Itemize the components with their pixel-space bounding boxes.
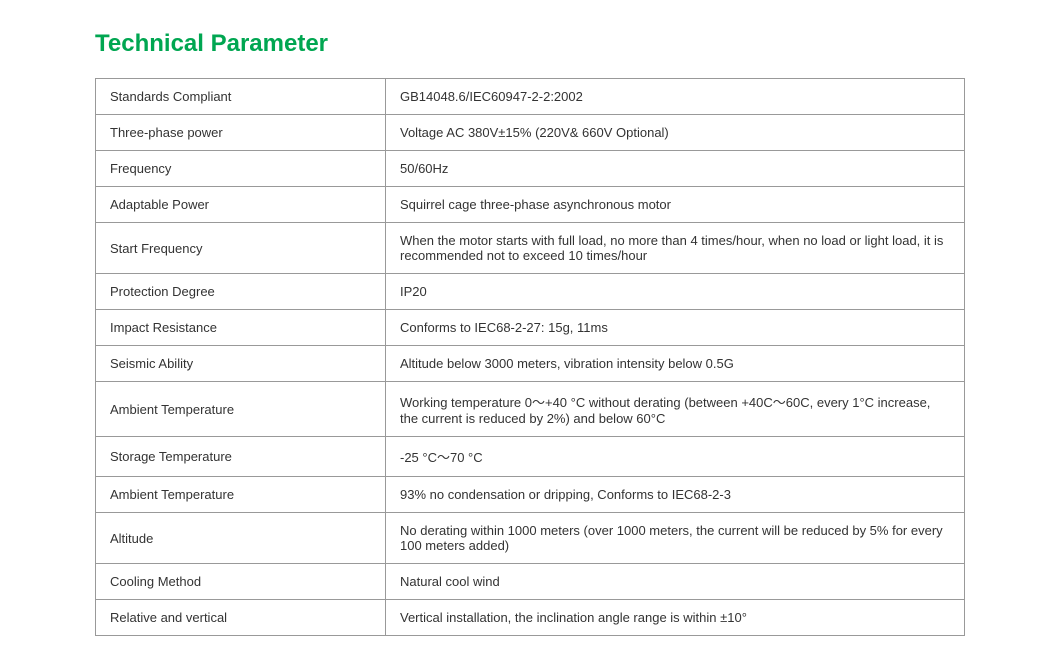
table-cell-value: When the motor starts with full load, no…	[386, 223, 965, 274]
table-cell-label: Altitude	[96, 513, 386, 564]
table-cell-value: Conforms to IEC68-2-27: 15g, 11ms	[386, 310, 965, 346]
table-cell-label: Cooling Method	[96, 564, 386, 600]
table-cell-label: Ambient Temperature	[96, 382, 386, 437]
table-row: AltitudeNo derating within 1000 meters (…	[96, 513, 965, 564]
table-row: Start FrequencyWhen the motor starts wit…	[96, 223, 965, 274]
table-cell-value: Natural cool wind	[386, 564, 965, 600]
table-row: Adaptable PowerSquirrel cage three-phase…	[96, 187, 965, 223]
table-cell-label: Standards Compliant	[96, 79, 386, 115]
table-cell-label: Ambient Temperature	[96, 477, 386, 513]
table-cell-value: Vertical installation, the inclination a…	[386, 600, 965, 636]
page-title: Technical Parameter	[95, 30, 965, 58]
table-cell-value: 50/60Hz	[386, 151, 965, 187]
table-cell-label: Start Frequency	[96, 223, 386, 274]
table-cell-value: Voltage AC 380V±15% (220V& 660V Optional…	[386, 115, 965, 151]
table-cell-value: 93% no condensation or dripping, Conform…	[386, 477, 965, 513]
table-cell-label: Protection Degree	[96, 274, 386, 310]
table-row: Seismic AbilityAltitude below 3000 meter…	[96, 346, 965, 382]
table-cell-value: IP20	[386, 274, 965, 310]
table-row: Relative and verticalVertical installati…	[96, 600, 965, 636]
table-cell-value: Altitude below 3000 meters, vibration in…	[386, 346, 965, 382]
table-row: Cooling MethodNatural cool wind	[96, 564, 965, 600]
table-cell-label: Seismic Ability	[96, 346, 386, 382]
table-row: Impact ResistanceConforms to IEC68-2-27:…	[96, 310, 965, 346]
table-row: Frequency50/60Hz	[96, 151, 965, 187]
table-row: Standards CompliantGB14048.6/IEC60947-2-…	[96, 79, 965, 115]
table-cell-label: Three-phase power	[96, 115, 386, 151]
table-cell-label: Impact Resistance	[96, 310, 386, 346]
table-cell-value: No derating within 1000 meters (over 100…	[386, 513, 965, 564]
table-cell-label: Storage Temperature	[96, 437, 386, 477]
table-row: Storage Temperature-25 °C～70 °C	[96, 437, 965, 477]
table-row: Ambient Temperature93% no condensation o…	[96, 477, 965, 513]
table-cell-value: GB14048.6/IEC60947-2-2:2002	[386, 79, 965, 115]
table-cell-label: Adaptable Power	[96, 187, 386, 223]
table-cell-label: Relative and vertical	[96, 600, 386, 636]
table-row: Ambient TemperatureWorking temperature 0…	[96, 382, 965, 437]
table-cell-value: -25 °C～70 °C	[386, 437, 965, 477]
table-cell-label: Frequency	[96, 151, 386, 187]
parameter-table: Standards CompliantGB14048.6/IEC60947-2-…	[95, 78, 965, 636]
table-cell-value: Working temperature 0～+40 °C without der…	[386, 382, 965, 437]
table-cell-value: Squirrel cage three-phase asynchronous m…	[386, 187, 965, 223]
table-row: Three-phase powerVoltage AC 380V±15% (22…	[96, 115, 965, 151]
table-row: Protection DegreeIP20	[96, 274, 965, 310]
